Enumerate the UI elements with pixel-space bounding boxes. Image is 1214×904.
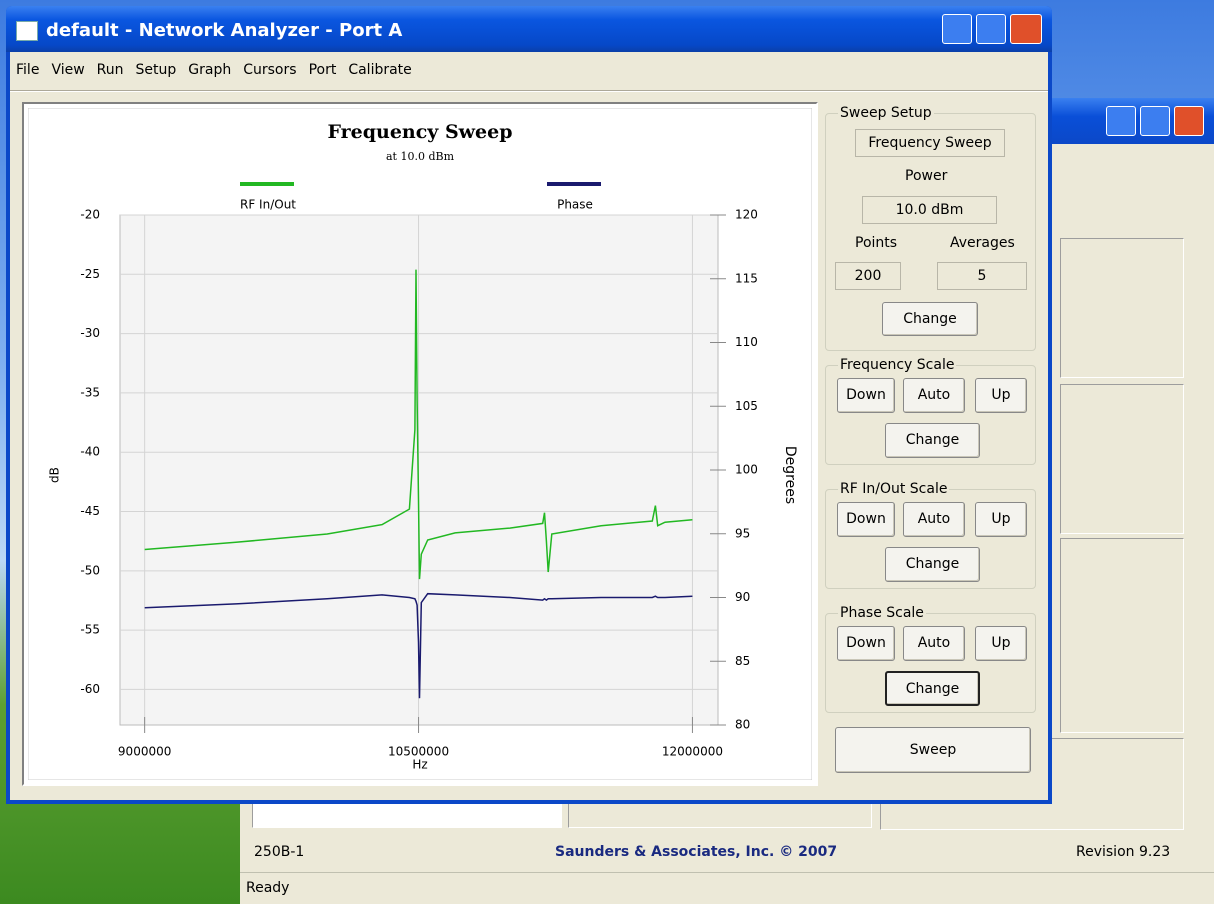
group-title: Frequency Scale <box>838 356 956 374</box>
scale-button[interactable]: Down <box>837 502 895 537</box>
chart-subtitle: at 10.0 dBm <box>386 150 455 163</box>
change-button[interactable]: Change <box>885 547 980 582</box>
y-axis-label: dB <box>48 467 62 483</box>
menu-item[interactable]: Run <box>91 58 130 84</box>
scale-button[interactable]: Auto <box>903 378 965 413</box>
legend-label: Phase <box>557 198 593 212</box>
legend-label: RF In/Out <box>240 198 296 212</box>
y-tick-label: -35 <box>80 385 100 399</box>
y2-axis-label: Degrees <box>782 446 798 504</box>
bg-panel <box>1060 538 1184 733</box>
y2-tick-label: 95 <box>735 526 750 540</box>
y2-tick-label: 85 <box>735 654 750 668</box>
x-axis-label: Hz <box>412 758 427 772</box>
app-icon <box>16 21 38 41</box>
y2-tick-label: 100 <box>735 463 758 477</box>
status-bar <box>240 872 1214 904</box>
scale-button[interactable]: Auto <box>903 502 965 537</box>
menu-item[interactable]: File <box>10 58 45 84</box>
change-button[interactable]: Change <box>885 423 980 458</box>
menu-item[interactable]: Port <box>303 58 343 84</box>
chart-title: Frequency Sweep <box>327 121 512 143</box>
group-title: Sweep Setup <box>838 104 934 122</box>
scale-button[interactable]: Up <box>975 626 1027 661</box>
menu-item[interactable]: View <box>45 58 90 84</box>
averages-field: 5 <box>937 262 1027 290</box>
points-label: Points <box>855 235 897 251</box>
y-tick-label: -55 <box>80 623 100 637</box>
scale-button[interactable]: Up <box>975 378 1027 413</box>
scale-button[interactable]: Down <box>837 378 895 413</box>
y2-tick-label: 90 <box>735 590 750 604</box>
y-tick-label: -30 <box>80 326 100 340</box>
menu-item[interactable]: Calibrate <box>342 58 417 84</box>
y-tick-label: -50 <box>80 563 100 577</box>
bg-panel <box>1060 384 1184 534</box>
bg-panel <box>1060 238 1184 378</box>
chart: Frequency Sweep at 10.0 dBm dB Degrees H… <box>28 108 812 780</box>
scale-button[interactable]: Auto <box>903 626 965 661</box>
maximize[interactable] <box>976 14 1006 44</box>
model: 250B-1 <box>254 844 304 860</box>
x-tick-label: 9000000 <box>118 745 171 759</box>
scale-button[interactable]: Up <box>975 502 1027 537</box>
y-tick-label: -40 <box>80 445 100 459</box>
bg-minimize[interactable] <box>1106 106 1136 136</box>
menu-separator <box>10 90 1048 92</box>
group-title: RF In/Out Scale <box>838 480 949 498</box>
menu-item[interactable]: Setup <box>130 58 183 84</box>
status: Ready <box>246 880 289 896</box>
bg-close[interactable] <box>1174 106 1204 136</box>
menu-item[interactable]: Cursors <box>237 58 302 84</box>
y2-tick-label: 105 <box>735 399 758 413</box>
y2-tick-label: 110 <box>735 335 758 349</box>
group-title: Phase Scale <box>838 604 926 622</box>
revision: Revision 9.23 <box>1076 844 1170 860</box>
power-field: 10.0 dBm <box>862 196 997 224</box>
x-tick-label: 10500000 <box>388 745 449 759</box>
y2-tick-label: 80 <box>735 718 750 732</box>
averages-label: Averages <box>950 235 1015 251</box>
close[interactable] <box>1010 14 1042 44</box>
change-button[interactable]: Change <box>885 671 980 706</box>
bg-maximize[interactable] <box>1140 106 1170 136</box>
y-tick-label: -20 <box>80 208 100 222</box>
mode-field: Frequency Sweep <box>855 129 1005 157</box>
x-tick-label: 12000000 <box>662 745 723 759</box>
scale-button[interactable]: Down <box>837 626 895 661</box>
points-field: 200 <box>835 262 901 290</box>
y-tick-label: -45 <box>80 504 100 518</box>
power-label: Power <box>905 168 947 184</box>
window-title: default - Network Analyzer - Port A <box>46 20 402 41</box>
y2-tick-label: 115 <box>735 271 758 285</box>
y2-tick-label: 120 <box>735 208 758 222</box>
sweep-button[interactable]: Sweep <box>835 727 1031 773</box>
screen: {"window": {"title": "default - Network … <box>0 0 1214 904</box>
change-button[interactable]: Change <box>882 302 978 336</box>
y-tick-label: -25 <box>80 267 100 281</box>
y-tick-label: -60 <box>80 682 100 696</box>
menu-item[interactable]: Graph <box>182 58 237 84</box>
minimize[interactable] <box>942 14 972 44</box>
company: Saunders & Associates, Inc. © 2007 <box>555 844 837 860</box>
